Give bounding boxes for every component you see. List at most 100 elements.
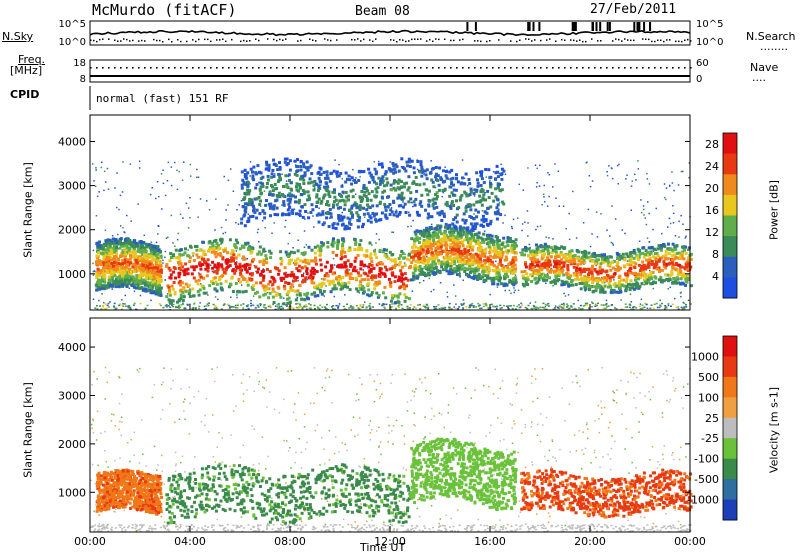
range-gate-echo [346, 285, 349, 289]
scatter-echo [281, 303, 284, 305]
range-gate-echo [215, 289, 219, 293]
ground-scatter-echo [600, 304, 603, 306]
range-gate-echo [331, 279, 335, 283]
range-gate-echo [387, 277, 391, 281]
range-gate-echo [356, 289, 360, 293]
range-gate-echo [631, 272, 635, 275]
range-gate-echo [356, 253, 360, 257]
range-gate-echo [418, 237, 422, 241]
ground-scatter-echo [408, 307, 411, 309]
range-gate-echo [400, 279, 404, 283]
nave-dot [462, 67, 464, 69]
range-gate-echo [574, 283, 578, 287]
ground-scatter-echo [325, 307, 327, 310]
range-gate-echo [404, 277, 408, 281]
scatter-echo [544, 305, 547, 308]
range-gate-echo [479, 277, 483, 281]
ground-scatter-echo [207, 304, 210, 307]
nsky-spike [573, 22, 575, 31]
range-gate-echo [339, 257, 343, 261]
scatter-echo [165, 237, 168, 239]
scatter-echo [333, 295, 336, 298]
range-gate-echo [514, 280, 518, 284]
scatter-echo [601, 276, 603, 279]
range-gate-echo [159, 294, 163, 297]
range-gate-echo [403, 299, 407, 303]
nsearch-dot [429, 38, 431, 41]
range-gate-echo [114, 285, 118, 289]
scatter-echo [652, 250, 655, 252]
scatter-echo [462, 234, 465, 236]
range-gate-echo [131, 244, 135, 248]
scatter-echo [160, 173, 163, 175]
freq-label: Freq. [18, 53, 46, 66]
ground-scatter-echo [299, 304, 302, 306]
nsearch-dot [198, 38, 200, 41]
range-gate-echo [97, 274, 101, 278]
range-gate-echo [375, 281, 379, 284]
scatter-echo [496, 286, 499, 288]
range-gate-echo [603, 258, 607, 262]
range-gate-echo [674, 267, 678, 271]
range-gate-echo [105, 267, 109, 271]
range-gate-echo [481, 267, 485, 271]
range-gate-echo [136, 249, 140, 253]
range-gate-echo [668, 261, 672, 265]
scatter-echo [608, 165, 610, 167]
range-gate-echo [159, 254, 163, 258]
range-gate-echo [131, 264, 135, 268]
nsearch-dot [327, 39, 329, 41]
ground-scatter-echo [547, 305, 550, 307]
range-gate-echo [124, 281, 128, 285]
scatter-echo [305, 244, 308, 246]
range-gate-echo [423, 265, 427, 269]
ground-scatter-echo [321, 306, 324, 308]
ground-scatter-echo [158, 303, 161, 305]
range-gate-echo [513, 270, 517, 274]
scatter-echo [626, 174, 628, 176]
ground-scatter-echo [632, 308, 635, 310]
range-gate-echo [256, 270, 260, 274]
range-gate-echo [413, 238, 416, 242]
range-gate-echo [588, 277, 592, 281]
range-gate-echo [100, 260, 104, 264]
range-gate-echo [654, 281, 657, 285]
scatter-echo [554, 305, 557, 307]
ground-scatter-echo [295, 303, 298, 305]
range-gate-echo [98, 240, 101, 244]
range-gate-echo [436, 235, 440, 239]
scatter-echo [364, 301, 366, 303]
ground-scatter-echo [681, 308, 684, 310]
range-gate-echo [352, 267, 356, 271]
scatter-echo [238, 204, 240, 206]
range-gate-echo [133, 250, 137, 254]
nsearch-dot [630, 39, 632, 42]
range-gate-echo [461, 258, 465, 261]
ground-scatter-echo [438, 307, 441, 310]
range-gate-echo [453, 267, 457, 271]
range-gate-echo [426, 268, 430, 272]
range-gate-echo [200, 257, 204, 261]
scatter-echo [341, 211, 343, 214]
nsearch-dot [255, 38, 257, 40]
ground-scatter-echo [107, 306, 110, 308]
ground-scatter-echo [99, 305, 101, 307]
scatter-echo [297, 239, 299, 241]
range-gate-echo [420, 233, 424, 237]
range-gate-echo [613, 271, 617, 275]
range-gate-echo [293, 262, 297, 266]
range-gate-echo [277, 272, 281, 276]
scatter-echo [106, 167, 109, 170]
range-gate-echo [449, 242, 453, 246]
ground-scatter-echo [462, 302, 465, 305]
range-gate-echo [95, 284, 99, 288]
range-gate-echo [366, 282, 370, 286]
range-gate-echo [427, 230, 431, 234]
range-gate-echo [456, 273, 459, 277]
nsearch-dot [663, 40, 665, 43]
nsearch-dot [414, 38, 416, 40]
range-gate-echo [383, 254, 387, 258]
range-gate-echo [646, 278, 650, 282]
range-gate-echo [508, 278, 512, 282]
